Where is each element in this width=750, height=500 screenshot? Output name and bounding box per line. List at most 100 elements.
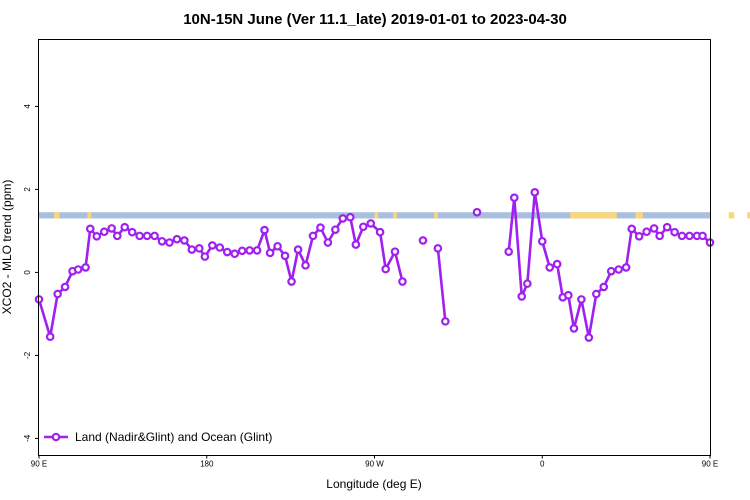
data-point bbox=[165, 238, 174, 247]
data-point bbox=[127, 227, 137, 237]
data-point bbox=[685, 231, 694, 241]
land-band-segment bbox=[53, 212, 60, 219]
land-band-segment bbox=[374, 212, 379, 219]
data-point bbox=[187, 245, 197, 254]
data-point bbox=[308, 231, 318, 241]
data-point bbox=[245, 246, 254, 255]
data-point bbox=[260, 225, 269, 235]
data-point bbox=[92, 231, 102, 241]
data-point bbox=[523, 279, 532, 288]
data-point bbox=[157, 236, 167, 246]
x-tick-label: 0 bbox=[540, 460, 545, 469]
data-point bbox=[634, 231, 644, 241]
x-tick-label: 90 E bbox=[31, 460, 47, 469]
legend-marker bbox=[51, 432, 61, 442]
data-point bbox=[662, 222, 672, 232]
data-point bbox=[142, 231, 152, 241]
data-point bbox=[338, 214, 348, 223]
data-point bbox=[180, 236, 189, 245]
data-point bbox=[215, 243, 225, 252]
legend-label: Land (Nadir&Glint) and Ocean (Glint) bbox=[75, 430, 272, 444]
data-point bbox=[577, 295, 586, 304]
data-point bbox=[194, 244, 204, 253]
data-point bbox=[265, 248, 275, 258]
x-tick-label: 90 E bbox=[702, 460, 718, 469]
legend: Land (Nadir&Glint) and Ocean (Glint) bbox=[44, 430, 272, 444]
data-point bbox=[150, 231, 159, 241]
land-band-segment bbox=[570, 212, 617, 219]
data-point bbox=[120, 222, 130, 232]
data-point bbox=[237, 246, 247, 256]
data-point bbox=[627, 224, 637, 234]
data-point bbox=[230, 249, 240, 259]
data-point bbox=[351, 240, 361, 249]
data-point bbox=[418, 236, 428, 245]
y-tick-label: 2 bbox=[23, 187, 32, 192]
data-point bbox=[53, 289, 62, 299]
data-point bbox=[60, 282, 70, 292]
data-point bbox=[45, 332, 55, 342]
data-point bbox=[293, 245, 303, 254]
data-point bbox=[564, 290, 573, 300]
x-axis: 90 E 180 90 W 0 90 E bbox=[31, 455, 718, 469]
data-point bbox=[222, 247, 232, 257]
land-band-segment bbox=[87, 212, 92, 219]
data-point bbox=[599, 282, 609, 292]
data-point bbox=[107, 224, 116, 233]
data-point bbox=[584, 333, 594, 342]
x-tick-label: 180 bbox=[200, 460, 214, 469]
x-axis-label: Longitude (deg E) bbox=[326, 477, 421, 491]
land-band-segment bbox=[393, 212, 397, 219]
data-point bbox=[530, 188, 540, 197]
series-line bbox=[436, 248, 447, 322]
data-point bbox=[366, 219, 376, 228]
data-point bbox=[655, 231, 664, 241]
data-point bbox=[280, 251, 290, 261]
data-point bbox=[677, 231, 687, 241]
data-point bbox=[99, 227, 109, 237]
land-band-segment bbox=[434, 212, 438, 219]
data-point bbox=[509, 193, 519, 203]
data-point bbox=[472, 207, 482, 217]
data-point bbox=[649, 224, 659, 233]
land-band-segment bbox=[728, 212, 735, 219]
data-point bbox=[614, 265, 623, 274]
data-point bbox=[252, 246, 262, 255]
data-point bbox=[642, 227, 651, 237]
data-point bbox=[381, 264, 390, 274]
y-tick-label: -2 bbox=[23, 351, 32, 359]
data-point bbox=[592, 289, 601, 299]
data-point bbox=[375, 227, 385, 237]
data-point bbox=[537, 236, 547, 246]
series-layer bbox=[34, 188, 715, 342]
data-point bbox=[208, 241, 217, 250]
surface-band bbox=[39, 212, 750, 219]
data-point bbox=[545, 263, 555, 272]
data-point bbox=[698, 231, 707, 241]
data-point bbox=[433, 244, 443, 253]
y-tick-label: 0 bbox=[23, 270, 32, 275]
data-point bbox=[331, 225, 340, 234]
data-point bbox=[517, 292, 527, 301]
data-point bbox=[621, 263, 631, 272]
data-point bbox=[569, 324, 579, 333]
chart-title: 10N-15N June (Ver 11.1_late) 2019-01-01 … bbox=[183, 11, 567, 28]
data-point bbox=[273, 241, 282, 251]
data-point bbox=[323, 238, 333, 247]
data-point bbox=[85, 224, 95, 234]
y-axis-label: XCO2 - MLO trend (ppm) bbox=[0, 180, 14, 315]
land-band-segment bbox=[635, 212, 643, 219]
data-point bbox=[200, 252, 210, 261]
data-point bbox=[441, 317, 450, 326]
data-point bbox=[390, 247, 400, 256]
data-point bbox=[135, 231, 144, 241]
x-tick-label: 90 W bbox=[365, 460, 384, 469]
data-point bbox=[398, 277, 407, 286]
data-point bbox=[172, 234, 182, 244]
data-point bbox=[287, 277, 296, 286]
y-tick-label: 4 bbox=[23, 104, 32, 109]
y-axis: -4 -2 0 2 4 bbox=[23, 104, 39, 442]
plot-frame bbox=[38, 39, 711, 456]
data-point bbox=[73, 265, 83, 274]
